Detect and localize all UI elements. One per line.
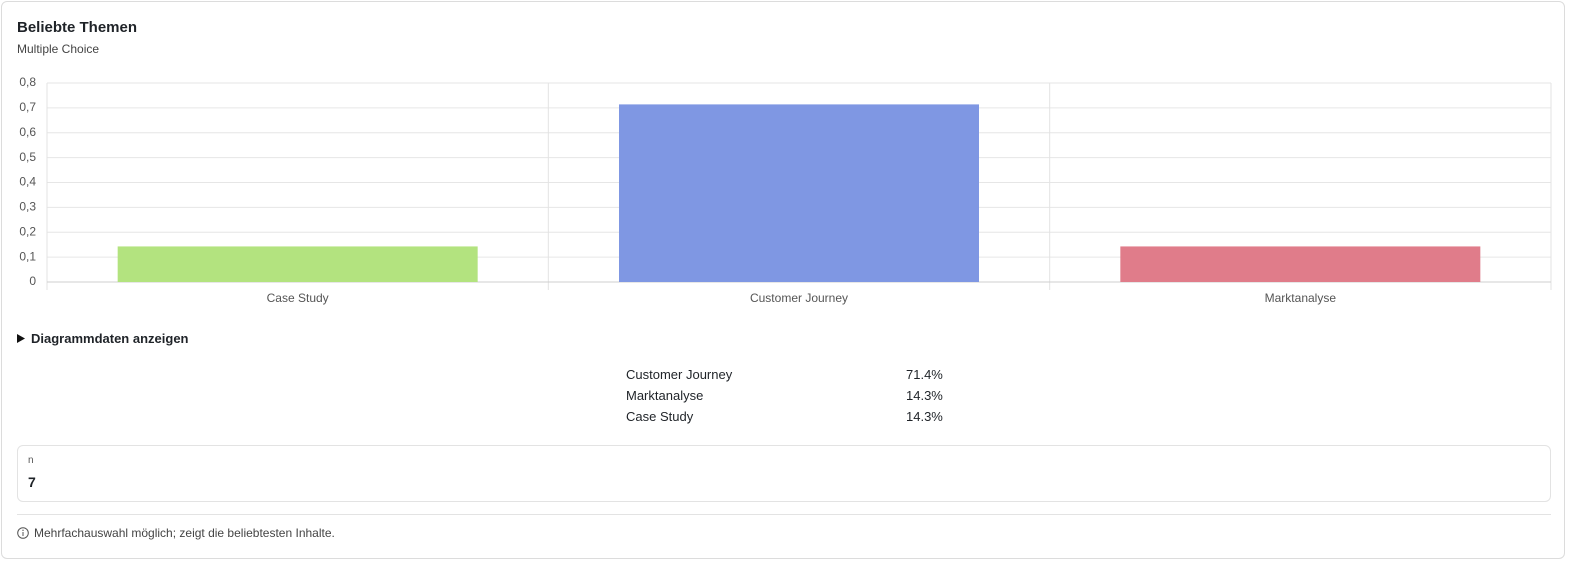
- row-label: Case Study: [626, 409, 694, 424]
- footnote: Mehrfachauswahl möglich; zeigt die belie…: [34, 526, 335, 540]
- separator: [17, 514, 1551, 515]
- stat-box: n 7: [17, 445, 1551, 502]
- card-title: Beliebte Themen: [17, 19, 138, 36]
- info-icon: [17, 527, 29, 539]
- row-label: Marktanalyse: [626, 388, 704, 403]
- y-tick-label: 0,1: [19, 249, 36, 263]
- footnote-row: Mehrfachauswahl möglich; zeigt die belie…: [17, 526, 335, 540]
- y-tick-label: 0,8: [19, 75, 36, 89]
- details-summary[interactable]: Diagrammdaten anzeigen: [31, 331, 189, 346]
- row-value: 14.3%: [906, 409, 943, 424]
- card: [1, 1, 1565, 559]
- x-tick-label: Case Study: [267, 291, 329, 305]
- card-subtitle: Multiple Choice: [17, 42, 100, 56]
- details-toggle[interactable]: Diagrammdaten anzeigen: [17, 331, 189, 346]
- y-tick-label: 0,4: [19, 175, 36, 189]
- row-value: 71.4%: [906, 367, 943, 382]
- row-value: 14.3%: [906, 388, 943, 403]
- y-tick-label: 0,6: [19, 125, 36, 139]
- y-tick-label: 0,5: [19, 150, 36, 164]
- y-tick-label: 0,3: [19, 200, 36, 214]
- bar: [117, 246, 478, 282]
- y-tick-label: 0,2: [19, 224, 36, 238]
- y-tick-label: 0,7: [19, 100, 36, 114]
- toggle-arrow: [17, 334, 25, 343]
- x-tick-label: Marktanalyse: [1265, 291, 1337, 305]
- x-tick-label: Customer Journey: [750, 291, 848, 305]
- chart: 0 0,1 0,2 0,3 0,4 0,5 0,6 0,7 0,8 Case Study Custo…: [19, 75, 1552, 305]
- row-label: Customer Journey: [626, 367, 733, 382]
- bar: [619, 104, 979, 282]
- stat-value: 7: [28, 474, 36, 490]
- y-tick-label: 0: [29, 274, 36, 288]
- stat-label: n: [28, 455, 34, 466]
- bar: [1120, 246, 1481, 282]
